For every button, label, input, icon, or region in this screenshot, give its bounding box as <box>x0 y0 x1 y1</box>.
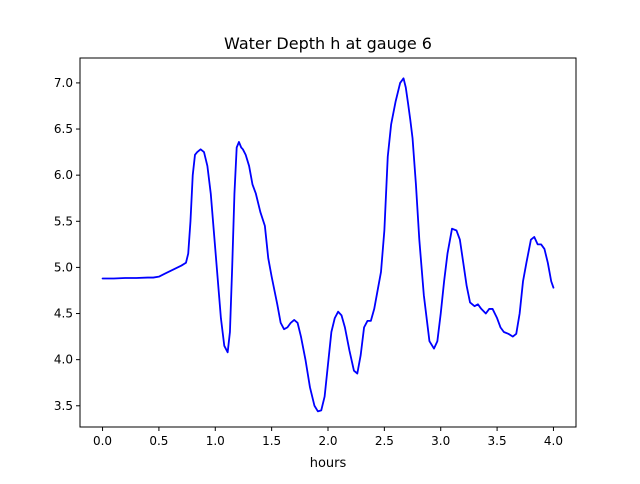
x-axis-label: hours <box>310 456 347 471</box>
x-tick-label: 0.0 <box>93 434 112 448</box>
series-line-1 <box>101 77 555 413</box>
y-tick-label: 4.5 <box>54 307 73 321</box>
y-tick-label: 5.0 <box>54 260 73 274</box>
y-tick-label: 6.5 <box>54 122 73 136</box>
y-tick-label: 6.0 <box>54 168 73 182</box>
y-tick-label: 4.0 <box>54 353 73 367</box>
y-tick-label: 5.5 <box>54 214 73 228</box>
y-tick-label: 3.5 <box>54 399 73 413</box>
x-tick-label: 1.0 <box>206 434 225 448</box>
plot-area: 0.0 0.5 1.0 1.5 2.0 2.5 3.0 3.5 4.0 3.5 4.0 4.5 5.0 5… <box>54 57 577 448</box>
chart-title: Water Depth h at gauge 6 <box>224 34 432 53</box>
x-tick-label: 3.0 <box>431 434 450 448</box>
x-tick-label: 2.0 <box>318 434 337 448</box>
x-tick-label: 2.5 <box>375 434 394 448</box>
y-tick-label: 7.0 <box>54 76 73 90</box>
x-tick-label: 1.5 <box>262 434 281 448</box>
x-tick-label: 3.5 <box>488 434 507 448</box>
x-tick-label: 4.0 <box>544 434 563 448</box>
x-tick-label: 0.5 <box>149 434 168 448</box>
